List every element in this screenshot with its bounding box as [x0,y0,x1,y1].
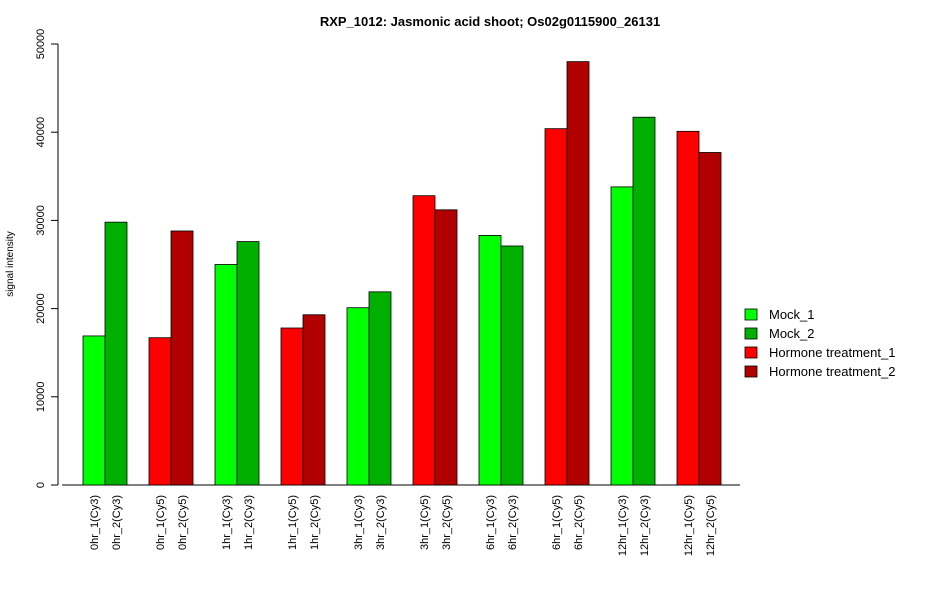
bar [610,186,634,486]
x-tick-label: 12hr_2(Cy5) [705,495,717,556]
x-tick-label: 3hr_2(Cy3) [375,495,387,550]
bar [236,241,260,486]
chart-title: RXP_1012: Jasmonic acid shoot; Os02g0115… [320,14,660,29]
x-tick-label: 6hr_2(Cy5) [573,495,585,550]
x-tick-label: 12hr_1(Cy5) [683,495,695,556]
x-tick-label: 1hr_2(Cy5) [309,495,321,550]
legend-label: Mock_2 [769,326,815,341]
bar [302,314,326,486]
x-tick-label: 6hr_2(Cy3) [507,495,519,550]
legend-swatch [744,327,758,340]
bar [698,152,722,486]
x-tick-labels: 0hr_1(Cy3) 0hr_2(Cy3) 0hr_1(Cy5) 0hr_2(Cy5)… [89,495,717,556]
legend-label: Hormone treatment_1 [769,345,895,360]
x-tick-label: 3hr_1(Cy5) [419,495,431,550]
legend-label: Hormone treatment_2 [769,364,895,379]
legend-label: Mock_1 [769,307,815,322]
x-tick-label: 3hr_1(Cy3) [353,495,365,550]
legend-swatch [744,346,758,359]
bar [170,230,194,486]
bar [148,337,172,486]
bar [478,234,502,486]
x-tick-label: 12hr_1(Cy3) [617,495,629,556]
bar [214,264,238,486]
bar [632,116,656,486]
y-tick-label: 10000 [35,382,47,413]
bar [434,209,458,486]
bar [500,245,524,486]
y-tick-label: 30000 [35,205,47,236]
y-tick-label: 20000 [35,293,47,324]
x-tick-label: 6hr_1(Cy3) [485,495,497,550]
x-tick-label: 0hr_2(Cy5) [177,495,189,550]
y-tick-label: 0 [35,482,47,488]
legend-swatch [744,308,758,321]
x-tick-label: 12hr_2(Cy3) [639,495,651,556]
bar [566,61,590,486]
bar [82,335,106,486]
x-tick-label: 1hr_2(Cy3) [243,495,255,550]
y-tick-label: 40000 [35,117,47,148]
bar [676,130,700,486]
bar [104,221,128,486]
x-tick-label: 0hr_1(Cy5) [155,495,167,550]
x-tick-label: 6hr_1(Cy5) [551,495,563,550]
y-axis-label: signal intensity [5,231,16,297]
y-tick-label: 50000 [35,29,47,60]
bar [368,291,392,486]
x-tick-label: 1hr_1(Cy3) [221,495,233,550]
bars-group [82,61,722,486]
x-tick-label: 1hr_1(Cy5) [287,495,299,550]
legend: Mock_1 Mock_2 Hormone treatment_1 Hormone t… [744,307,895,379]
bar [280,327,304,486]
x-tick-label: 0hr_1(Cy3) [89,495,101,550]
x-tick-label: 0hr_2(Cy3) [111,495,123,550]
bar [544,128,568,486]
bar [412,195,436,486]
bar [346,307,370,486]
x-tick-label: 3hr_2(Cy5) [441,495,453,550]
legend-swatch [744,365,758,378]
